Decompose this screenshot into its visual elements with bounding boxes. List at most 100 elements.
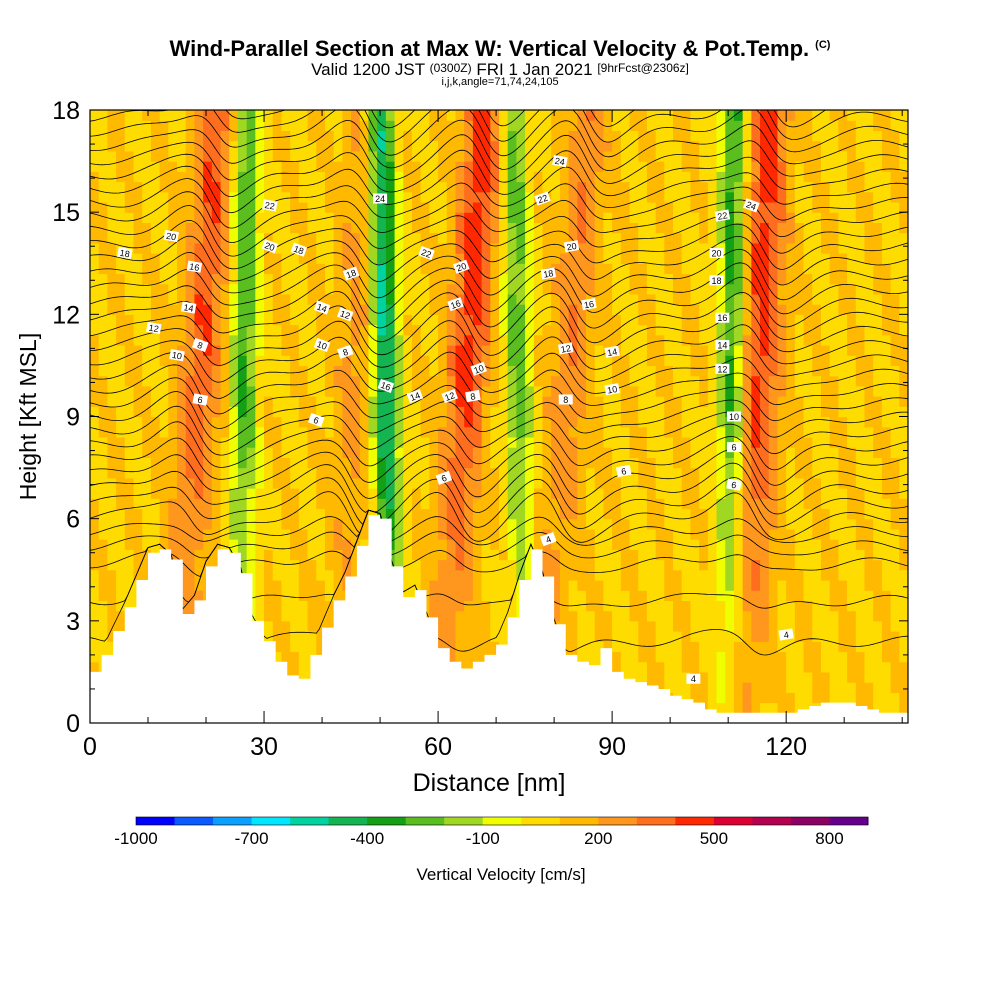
velocity-cell — [777, 651, 787, 663]
velocity-cell — [342, 120, 352, 132]
velocity-cell — [742, 150, 752, 162]
velocity-cell — [716, 692, 726, 704]
velocity-cell — [420, 263, 430, 275]
velocity-cell — [681, 212, 692, 223]
velocity-cell — [794, 406, 805, 418]
velocity-cell — [786, 130, 796, 142]
velocity-cell — [229, 518, 239, 530]
velocity-cell — [612, 467, 622, 479]
velocity-cell — [664, 569, 674, 581]
velocity-cell — [551, 242, 561, 254]
velocity-cell — [281, 253, 291, 264]
velocity-cell — [420, 447, 430, 458]
velocity-cell — [168, 528, 178, 540]
velocity-cell — [481, 130, 491, 142]
velocity-cell — [568, 365, 578, 377]
velocity-cell — [203, 477, 213, 489]
velocity-cell — [742, 242, 752, 254]
velocity-cell — [664, 212, 674, 223]
velocity-cell — [638, 518, 648, 530]
velocity-cell — [90, 232, 100, 244]
velocity-cell — [98, 539, 109, 550]
velocity-cell — [90, 631, 100, 642]
velocity-cell — [359, 242, 370, 254]
velocity-cell — [594, 385, 605, 397]
velocity-cell — [464, 406, 474, 418]
velocity-cell — [264, 273, 274, 285]
velocity-cell — [377, 120, 387, 132]
velocity-cell — [107, 150, 117, 162]
velocity-cell — [646, 355, 657, 367]
velocity-cell — [664, 283, 674, 295]
velocity-cell — [525, 365, 535, 377]
velocity-cell — [542, 549, 552, 561]
velocity-cell — [525, 120, 535, 132]
velocity-cell — [551, 232, 561, 244]
velocity-cell — [673, 375, 683, 387]
velocity-cell — [559, 324, 570, 336]
velocity-cell — [577, 140, 587, 152]
velocity-cell — [185, 436, 196, 448]
velocity-cell — [690, 549, 700, 561]
velocity-cell — [429, 161, 439, 172]
velocity-cell — [246, 426, 256, 438]
velocity-cell — [673, 212, 683, 223]
velocity-cell — [612, 641, 622, 653]
velocity-cell — [525, 263, 535, 275]
velocity-cell — [803, 293, 813, 305]
velocity-cell — [690, 344, 700, 356]
velocity-cell — [673, 436, 683, 448]
velocity-cell — [237, 324, 248, 336]
velocity-cell — [594, 559, 605, 571]
velocity-cell — [237, 508, 248, 520]
velocity-cell — [246, 518, 256, 530]
velocity-cell — [707, 171, 718, 183]
velocity-cell — [168, 406, 178, 418]
velocity-cell — [290, 631, 300, 642]
velocity-cell — [586, 324, 596, 336]
velocity-cell — [298, 416, 309, 428]
velocity-cell — [699, 365, 709, 377]
velocity-cell — [307, 201, 317, 213]
velocity-cell — [620, 201, 631, 213]
velocity-cell — [446, 324, 457, 336]
velocity-cell — [786, 385, 796, 397]
velocity-cell — [760, 467, 770, 479]
velocity-cell — [133, 150, 143, 162]
velocity-cell — [255, 130, 265, 142]
velocity-cell — [655, 181, 665, 193]
velocity-cell — [159, 201, 169, 213]
velocity-cell — [507, 447, 518, 458]
velocity-cell — [690, 692, 700, 704]
velocity-cell — [403, 579, 413, 591]
velocity-cell — [646, 201, 657, 213]
velocity-cell — [707, 140, 718, 152]
velocity-cell — [220, 528, 230, 540]
velocity-cell — [733, 467, 744, 479]
velocity-cell — [803, 273, 813, 285]
velocity-cell — [438, 498, 448, 510]
velocity-cell — [733, 508, 744, 520]
velocity-cell — [455, 222, 465, 234]
velocity-cell — [420, 559, 430, 571]
velocity-cell — [150, 539, 161, 550]
velocity-cell — [707, 334, 718, 346]
velocity-cell — [316, 518, 326, 530]
velocity-cell — [612, 559, 622, 571]
velocity-cell — [612, 334, 622, 346]
velocity-cell — [794, 212, 805, 223]
velocity-cell — [351, 416, 361, 428]
velocity-cell — [229, 150, 239, 162]
velocity-cell — [751, 273, 761, 285]
velocity-cell — [525, 283, 535, 295]
velocity-cell — [411, 528, 422, 540]
velocity-cell — [751, 130, 761, 142]
velocity-cell — [298, 283, 309, 295]
velocity-cell — [264, 385, 274, 397]
velocity-cell — [725, 375, 735, 387]
velocity-cell — [803, 191, 813, 203]
velocity-cell — [464, 314, 474, 326]
velocity-cell — [438, 600, 448, 612]
velocity-cell — [794, 631, 805, 642]
velocity-cell — [612, 140, 622, 152]
